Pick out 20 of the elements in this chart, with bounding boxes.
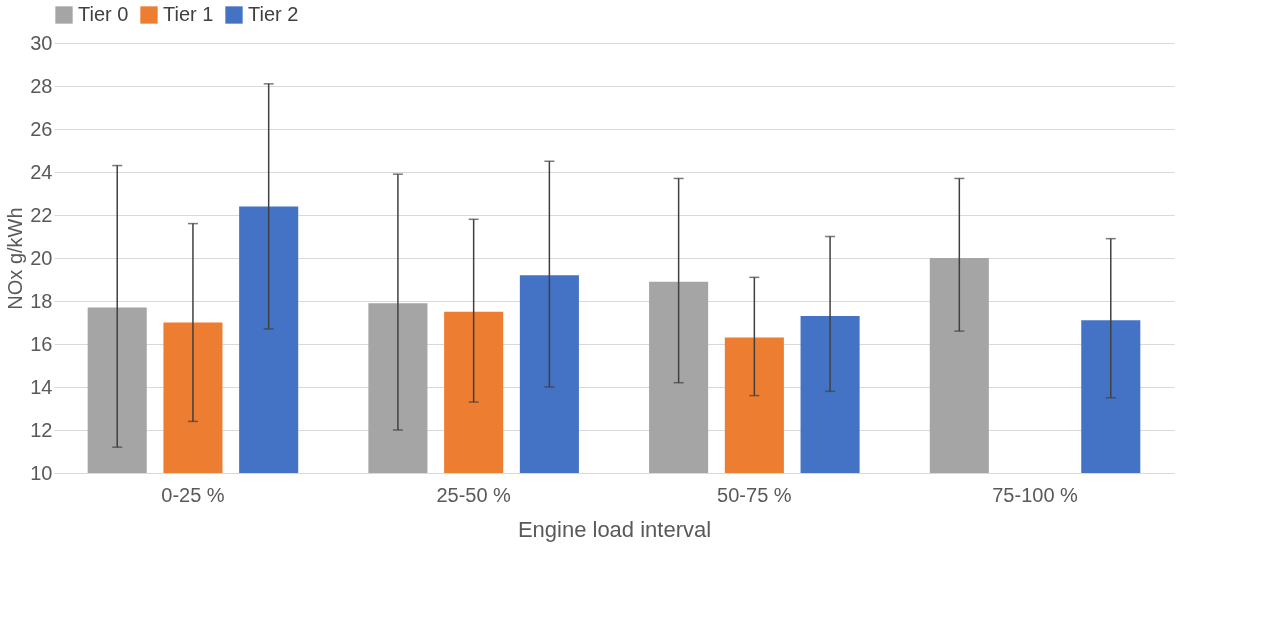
x-tick-label: 50-75 % bbox=[717, 483, 792, 506]
y-tick-label: 16 bbox=[30, 332, 53, 355]
y-axis-title: NOx g/kWh bbox=[4, 207, 27, 310]
y-tick-label: 14 bbox=[30, 375, 53, 398]
y-tick-label: 12 bbox=[30, 418, 53, 441]
y-tick-label: 28 bbox=[30, 74, 53, 97]
legend-label: Tier 1 bbox=[163, 3, 214, 25]
legend-label: Tier 2 bbox=[248, 3, 299, 25]
y-tick-label: 22 bbox=[30, 203, 53, 226]
y-tick-label: 26 bbox=[30, 117, 53, 140]
x-tick-label: 0-25 % bbox=[161, 483, 225, 506]
y-tick-label: 18 bbox=[30, 289, 53, 312]
x-tick-label: 25-50 % bbox=[436, 483, 512, 506]
y-tick-label: 20 bbox=[30, 246, 53, 269]
y-tick-label: 24 bbox=[30, 160, 53, 183]
x-axis-title: Engine load interval bbox=[517, 516, 712, 542]
legend-label: Tier 0 bbox=[78, 3, 129, 25]
x-tick-label: 75-100 % bbox=[992, 483, 1079, 506]
y-tick-label: 10 bbox=[30, 461, 53, 484]
y-tick-label: 30 bbox=[30, 31, 53, 54]
